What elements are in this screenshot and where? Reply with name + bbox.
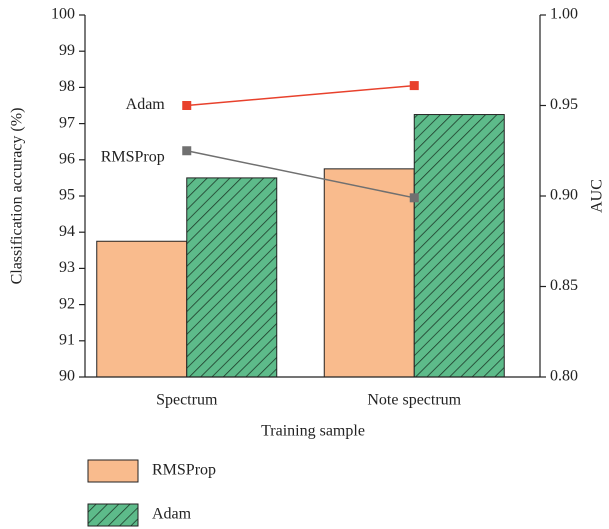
bar bbox=[96, 240, 188, 378]
bar bbox=[186, 177, 278, 378]
y-tick-label: 96 bbox=[59, 150, 75, 167]
y2-tick-label: 0.95 bbox=[550, 96, 578, 113]
y-tick-label: 94 bbox=[59, 223, 75, 240]
y2-tick-label: 0.80 bbox=[550, 368, 578, 385]
legend-label: RMSProp bbox=[152, 462, 216, 479]
line bbox=[186, 84, 415, 107]
y-tick-label: 97 bbox=[59, 114, 75, 131]
line-marker bbox=[182, 101, 192, 110]
y-tick-label: 90 bbox=[59, 368, 75, 385]
y-tick-label: 93 bbox=[59, 259, 75, 276]
y-axis-label: Classification accuracy (%) bbox=[9, 108, 26, 285]
line-marker bbox=[182, 146, 192, 156]
y-tick-label: 98 bbox=[59, 78, 75, 95]
y2-tick-label: 0.85 bbox=[550, 277, 578, 294]
bar bbox=[413, 114, 505, 378]
y-tick-label: 92 bbox=[59, 295, 75, 312]
line bbox=[186, 150, 415, 199]
line-marker bbox=[409, 81, 419, 91]
y-tick-label: 91 bbox=[59, 331, 75, 348]
x-axis-label: Training sample bbox=[261, 423, 365, 440]
bar bbox=[323, 168, 415, 378]
legend-swatch bbox=[87, 459, 139, 483]
y2-tick-label: 0.90 bbox=[550, 187, 578, 204]
y-tick-label: 99 bbox=[59, 42, 75, 59]
x-tick-label: Note spectrum bbox=[367, 392, 461, 409]
y2-axis-label: AUC bbox=[589, 179, 606, 213]
line-label: RMSProp bbox=[101, 148, 165, 165]
x-tick-label: Spectrum bbox=[156, 392, 218, 409]
legend-swatch bbox=[87, 503, 139, 527]
line-label: Adam bbox=[126, 96, 166, 113]
y-tick-label: 95 bbox=[59, 187, 75, 204]
y-tick-label: 100 bbox=[51, 6, 75, 23]
legend-label: Adam bbox=[152, 506, 192, 523]
y2-tick-label: 1.00 bbox=[550, 6, 578, 23]
line-marker bbox=[409, 193, 419, 203]
